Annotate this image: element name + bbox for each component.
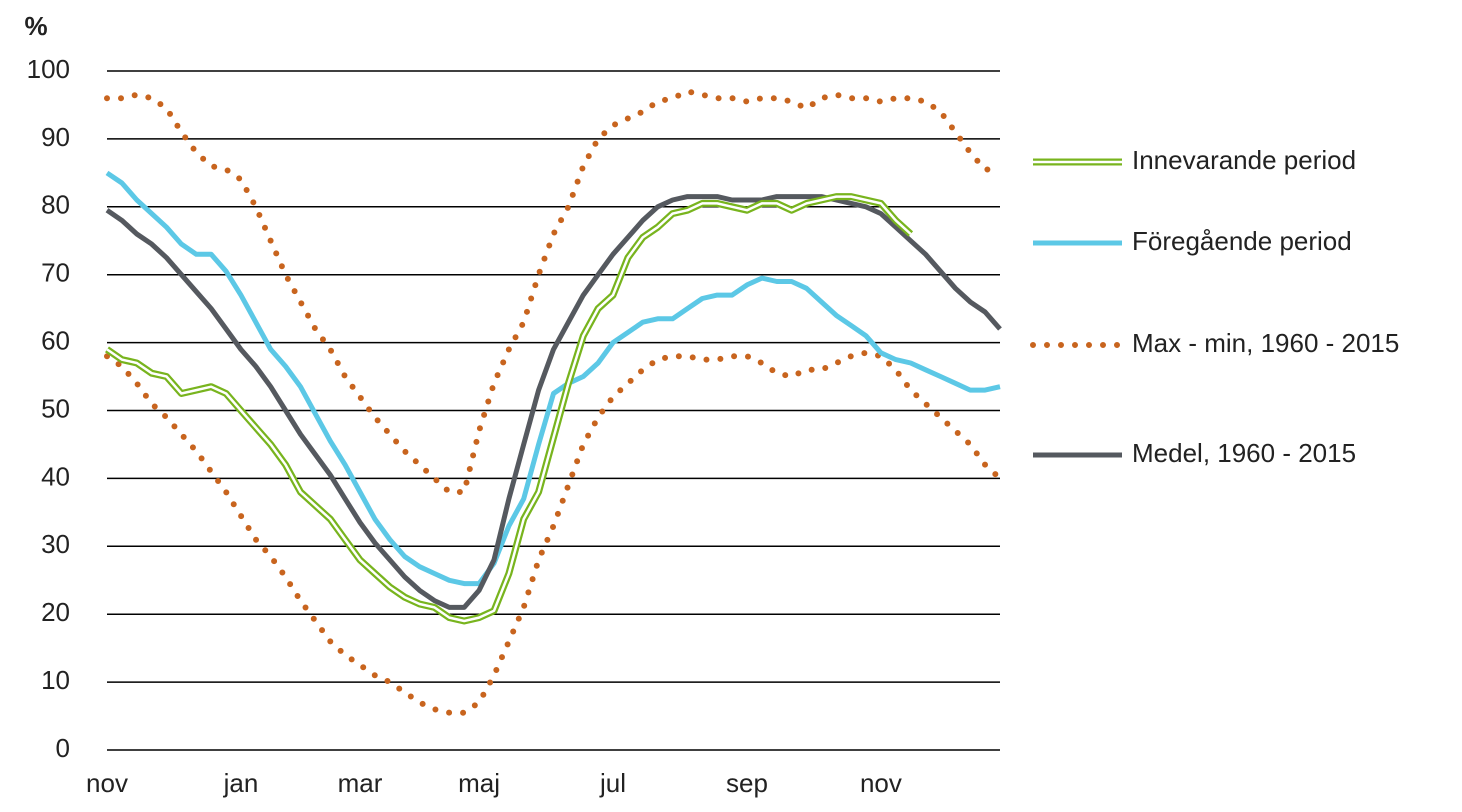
- x-tick-label: maj: [458, 768, 500, 798]
- y-unit: %: [24, 11, 47, 41]
- legend-label: Innevarande period: [1132, 145, 1356, 175]
- legend-label: Föregående period: [1132, 226, 1352, 256]
- legend: Innevarande period Föregående period Max -…: [1030, 145, 1399, 468]
- plot: [104, 88, 1003, 716]
- x-tick-label: nov: [86, 768, 128, 798]
- series-line: [104, 349, 1003, 716]
- series-line: [105, 194, 1002, 610]
- x-tick-label: nov: [860, 768, 902, 798]
- x-tick-label: jan: [223, 768, 259, 798]
- x-tick-label: jul: [599, 768, 626, 798]
- series-line: [105, 193, 914, 625]
- y-tick-label: 70: [41, 258, 70, 288]
- grid: 0 10 20 30 40 50 60 70 80 90 100 nov jan mar maj jul sep…: [27, 54, 1000, 798]
- y-tick-label: 30: [41, 529, 70, 559]
- y-tick-label: 10: [41, 665, 70, 695]
- legend-label: Medel, 1960 - 2015: [1132, 438, 1356, 468]
- y-tick-label: 0: [56, 733, 70, 763]
- y-tick-label: 100: [27, 54, 70, 84]
- legend-label: Max - min, 1960 - 2015: [1132, 328, 1399, 358]
- y-tick-label: 90: [41, 122, 70, 152]
- y-tick-label: 20: [41, 597, 70, 627]
- y-tick-label: 80: [41, 190, 70, 220]
- y-tick-label: 40: [41, 461, 70, 491]
- x-tick-label: sep: [726, 768, 768, 798]
- x-tick-label: mar: [338, 768, 383, 798]
- series-line-inner: [106, 195, 912, 623]
- y-tick-label: 50: [41, 393, 70, 423]
- series-line: [104, 88, 1003, 495]
- y-tick-label: 60: [41, 325, 70, 355]
- series-line: [105, 170, 1001, 587]
